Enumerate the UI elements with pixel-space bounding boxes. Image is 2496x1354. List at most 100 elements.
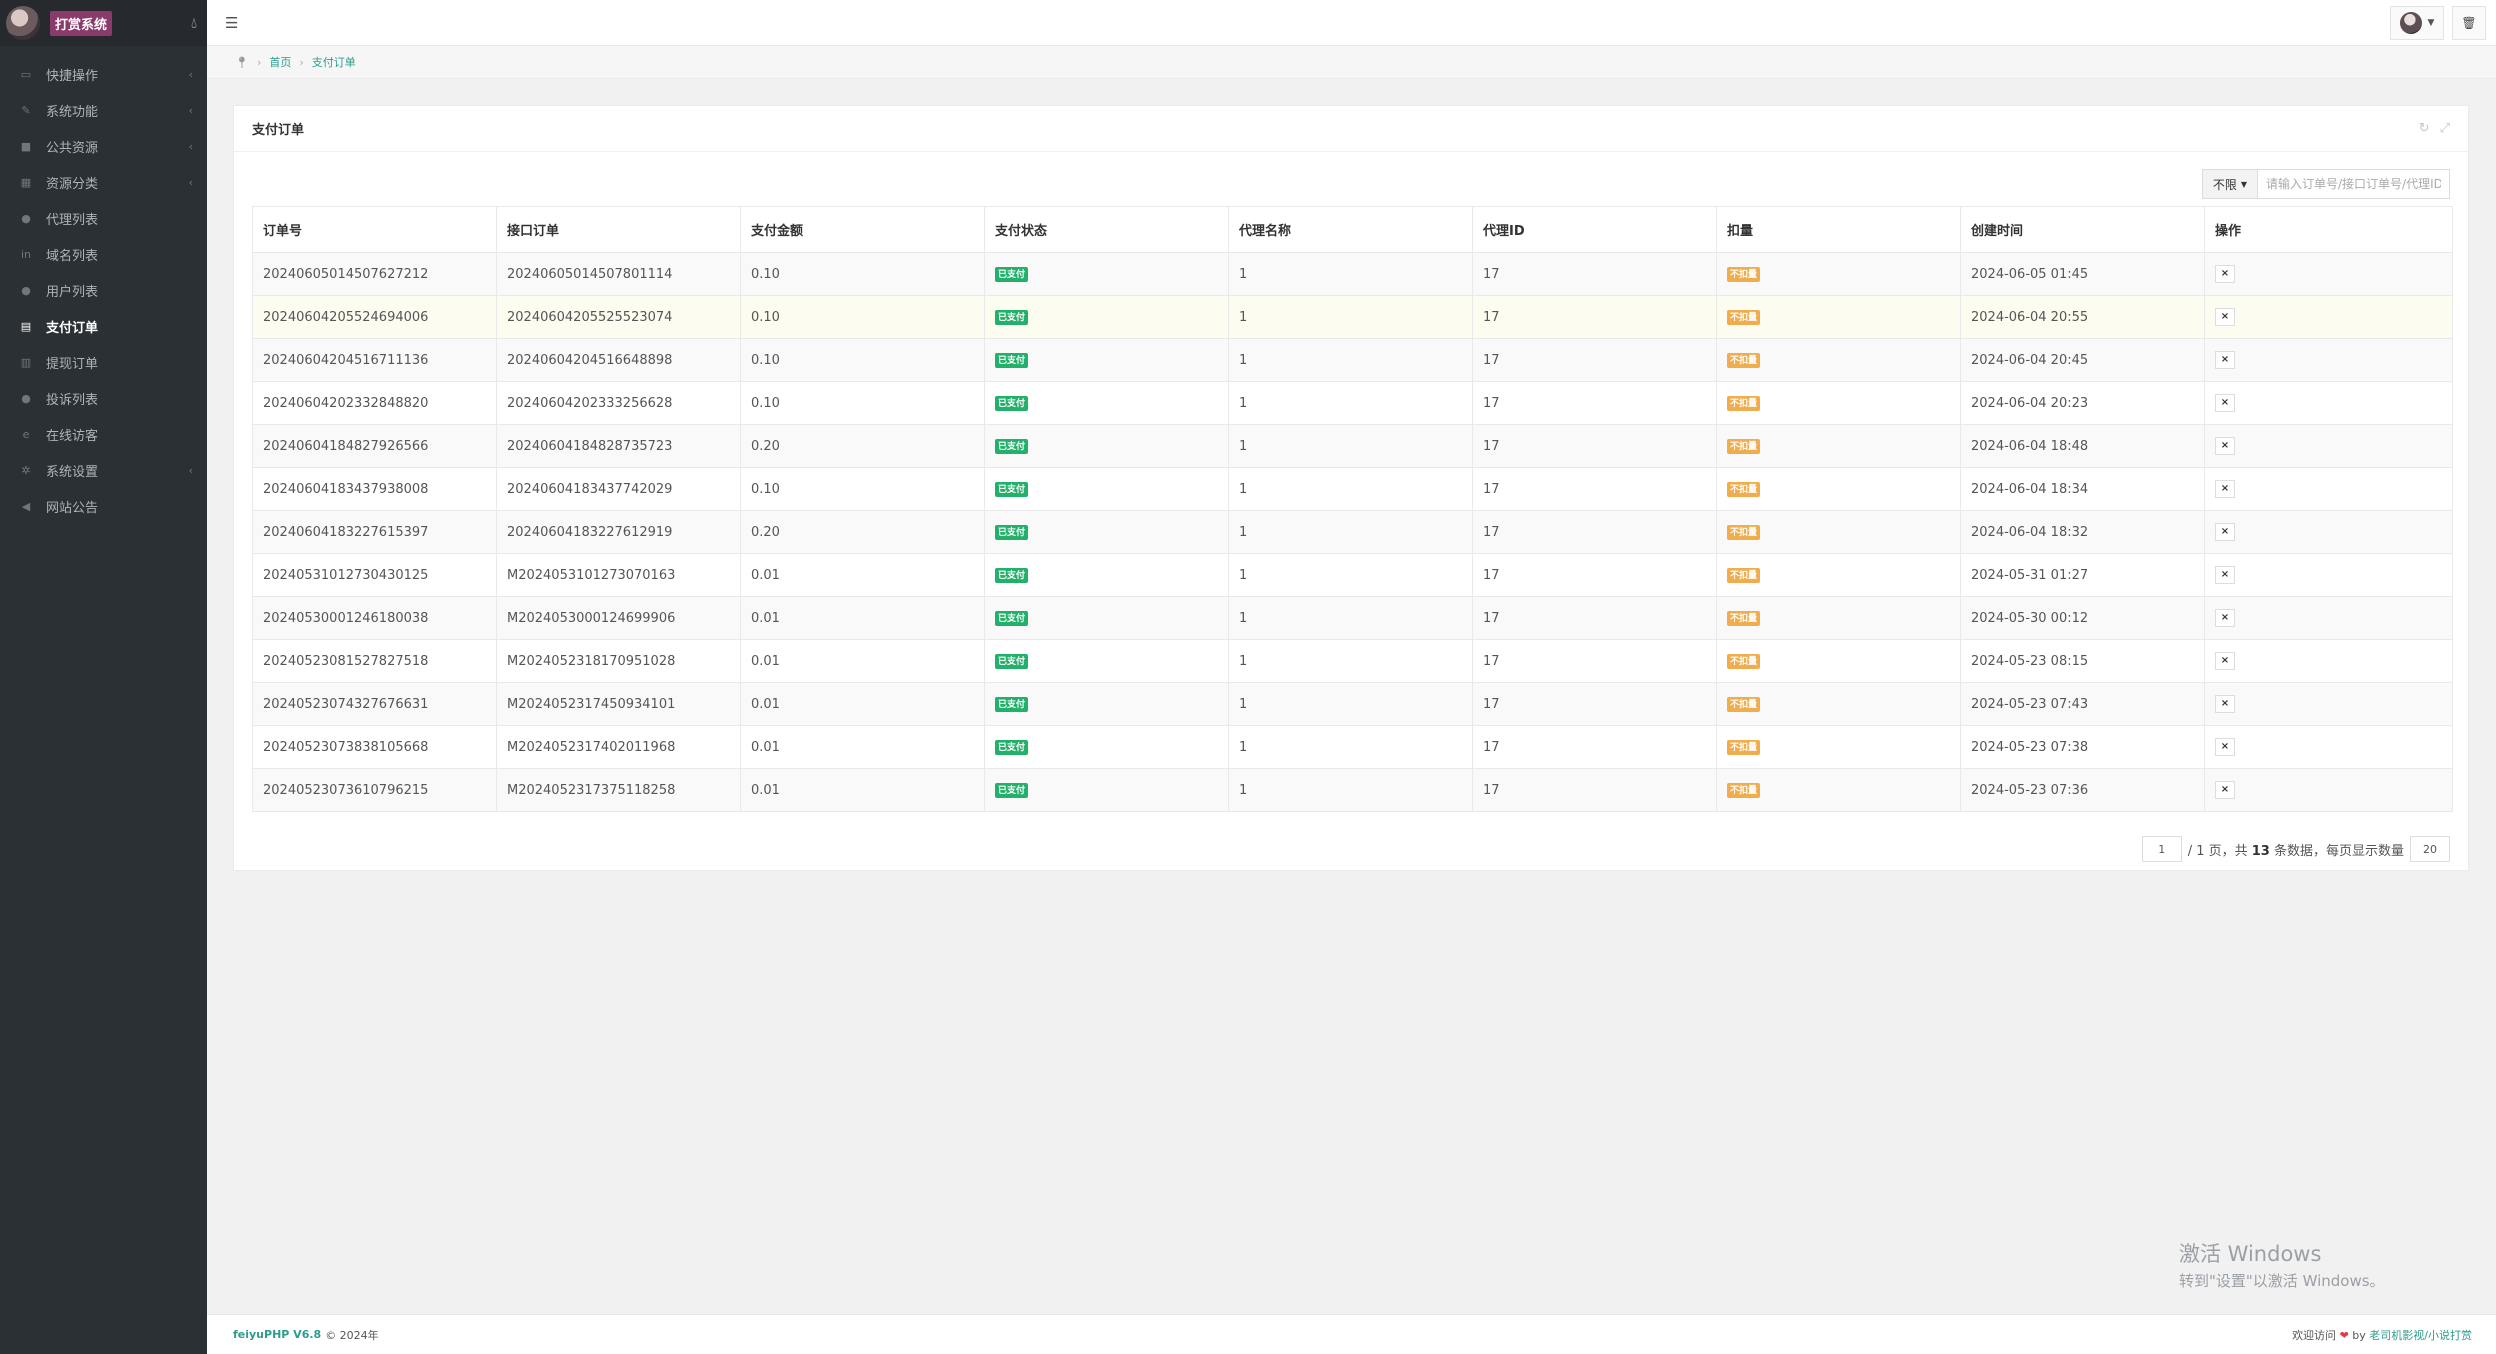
filter-label: 不限 (2212, 177, 2237, 192)
table-cell: 0.01 (740, 639, 985, 683)
wrench-icon: ✎ (21, 103, 31, 117)
table-cell: 17 (1472, 510, 1717, 554)
menu-toggle-icon[interactable]: ☰ (225, 13, 239, 32)
table-cell: 已支付 (984, 295, 1229, 339)
sidebar-item-2[interactable]: ■ 公共资源 ‹ (0, 128, 207, 164)
table-cell: 已支付 (984, 381, 1229, 425)
chevron-left-icon: ‹ (188, 139, 193, 153)
per-page-input[interactable] (2410, 836, 2450, 862)
sidebar-item-0[interactable]: ▭ 快捷操作 ‹ (0, 56, 207, 92)
table-cell: 2024-05-23 08:15 (1960, 639, 2205, 683)
status-badge: 已支付 (995, 482, 1029, 497)
table-row: 20240604183227615397 20240604183227612919… (252, 510, 2453, 554)
sidebar-item-label: 系统功能 (46, 104, 99, 120)
user-menu-button[interactable]: ▼ (2390, 5, 2444, 40)
table-cell: M2024052317375118258 (496, 768, 741, 812)
table-cell: 已支付 (984, 510, 1229, 554)
table-row: 20240523073838105668 M2024052317402011968… (252, 725, 2453, 769)
delete-button[interactable]: × (2215, 566, 2235, 584)
table-cell: 0.10 (740, 338, 985, 382)
table-cell: 0.20 (740, 424, 985, 468)
table-cell: 已支付 (984, 596, 1229, 640)
table-cell: 1 (1228, 295, 1473, 339)
deduct-badge: 不扣量 (1727, 482, 1761, 497)
table-cell: 0.20 (740, 510, 985, 554)
footer: feiyuPHP V6.8 © 2024年 欢迎访问 ❤ by 老司机影视/小说… (207, 1314, 2496, 1354)
delete-button[interactable]: × (2215, 523, 2235, 541)
table-cell: 2024-06-04 20:23 (1960, 381, 2205, 425)
delete-button[interactable]: × (2215, 609, 2235, 627)
table-row: 20240523081527827518 M2024052318170951028… (252, 639, 2453, 683)
delete-button[interactable]: × (2215, 308, 2235, 326)
sidebar-item-11[interactable]: ✲ 系统设置 ‹ (0, 452, 207, 488)
expand-icon[interactable]: ⤢ (2439, 121, 2450, 136)
page-number-input[interactable] (2141, 836, 2182, 862)
logo-bar: 打赏系统 💧︎ (0, 0, 207, 46)
delete-button[interactable]: × (2215, 437, 2235, 455)
sidebar-item-label: 提现订单 (46, 356, 99, 372)
clear-cache-button[interactable]: 🗑︎ (2452, 5, 2486, 40)
chevron-left-icon: ‹ (188, 463, 193, 477)
sidebar-item-8[interactable]: ▥ 提现订单 (0, 344, 207, 380)
table-cell: 20240523073838105668 (252, 725, 497, 769)
delete-button[interactable]: × (2215, 781, 2235, 799)
theme-drop-icon[interactable]: 💧︎ (190, 14, 197, 32)
status-badge: 已支付 (995, 525, 1029, 540)
table-cell: M2024052317450934101 (496, 682, 741, 726)
briefcase-icon: ▭ (20, 67, 32, 81)
user-icon: ● (21, 283, 31, 297)
breadcrumb-current[interactable]: 支付订单 (311, 56, 356, 69)
table-cell: 已支付 (984, 682, 1229, 726)
status-badge: 已支付 (995, 439, 1029, 454)
sidebar-item-10[interactable]: e 在线访客 (0, 416, 207, 452)
footer-site-link[interactable]: 老司机影视/小说打赏 (2369, 1328, 2472, 1342)
table-cell: 0.01 (740, 553, 985, 597)
deduct-badge: 不扣量 (1727, 783, 1761, 798)
delete-button[interactable]: × (2215, 394, 2235, 412)
delete-button[interactable]: × (2215, 695, 2235, 713)
table-cell: × (2204, 295, 2453, 339)
table-cell: 1 (1228, 338, 1473, 382)
table-cell: × (2204, 510, 2453, 554)
table-cell: 20240523073610796215 (252, 768, 497, 812)
sidebar-item-label: 用户列表 (46, 284, 99, 300)
search-input[interactable] (2258, 169, 2450, 199)
table-cell: 20240604204516711136 (252, 338, 497, 382)
table-body: 20240605014507627212 20240605014507801114… (252, 252, 2453, 812)
delete-button[interactable]: × (2215, 480, 2235, 498)
delete-button[interactable]: × (2215, 351, 2235, 369)
breadcrumb-home-link[interactable]: 首页 (269, 56, 292, 69)
sidebar-item-3[interactable]: ▦ 资源分类 ‹ (0, 164, 207, 200)
sidebar-item-9[interactable]: ● 投诉列表 (0, 380, 207, 416)
table-row: 20240530001246180038 M2024053000124699906… (252, 596, 2453, 640)
table-cell: 20240604184827926566 (252, 424, 497, 468)
panel-tools: ↻ ⤢ (2419, 121, 2450, 136)
orders-panel: 支付订单 ↻ ⤢ 不限 ▼ 订单号接口订单支付金额支付状态代理名称代理ID扣量创… (233, 105, 2469, 871)
table-cell: 1 (1228, 725, 1473, 769)
table-cell: 不扣量 (1716, 768, 1961, 812)
delete-button[interactable]: × (2215, 265, 2235, 283)
table-row: 20240604183437938008 20240604183437742029… (252, 467, 2453, 511)
table-cell: × (2204, 252, 2453, 296)
sidebar-item-6[interactable]: ● 用户列表 (0, 272, 207, 308)
sidebar-item-4[interactable]: ● 代理列表 (0, 200, 207, 236)
table-cell: M2024053101273070163 (496, 553, 741, 597)
table-cell: 2024-06-04 18:48 (1960, 424, 2205, 468)
sidebar-item-label: 快捷操作 (46, 68, 99, 84)
sidebar-item-5[interactable]: in 域名列表 (0, 236, 207, 272)
sidebar-item-1[interactable]: ✎ 系统功能 ‹ (0, 92, 207, 128)
table-row: 20240523073610796215 M2024052317375118258… (252, 768, 2453, 812)
status-badge: 已支付 (995, 310, 1029, 325)
sidebar-item-12[interactable]: ◀ 网站公告 (0, 488, 207, 524)
pagination: / 1 页，共 13 条数据，每页显示数量 (2141, 836, 2450, 862)
sidebar-item-7[interactable]: ▤ 支付订单 (0, 308, 207, 344)
table-cell: 20240523074327676631 (252, 682, 497, 726)
delete-button[interactable]: × (2215, 738, 2235, 756)
refresh-icon[interactable]: ↻ (2418, 121, 2430, 136)
table-cell: 1 (1228, 553, 1473, 597)
filter-dropdown[interactable]: 不限 ▼ (2201, 169, 2258, 199)
table-cell: 17 (1472, 338, 1717, 382)
table-cell: 20240604202333256628 (496, 381, 741, 425)
delete-button[interactable]: × (2215, 652, 2235, 670)
sidebar-item-label: 域名列表 (46, 248, 99, 264)
